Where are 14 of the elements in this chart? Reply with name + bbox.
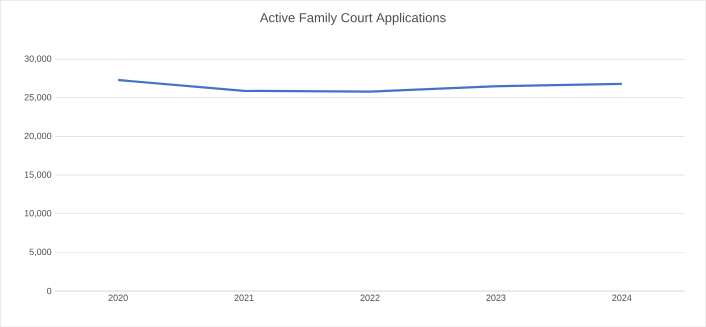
y-tick-label: 25,000 [24, 94, 52, 102]
x-tick-label: 2021 [234, 294, 254, 301]
y-tick-label: 20,000 [24, 132, 52, 140]
chart-title: Active Family Court Applications [260, 12, 446, 25]
y-tick-label: 30,000 [24, 55, 52, 63]
x-tick-label: 2024 [612, 294, 632, 301]
y-tick-label: 5,000 [30, 248, 52, 256]
y-tick-label: 10,000 [24, 210, 52, 218]
x-tick-label: 2020 [108, 294, 128, 301]
line-series [117, 78, 623, 93]
x-tick-label: 2022 [360, 294, 380, 301]
y-tick-label: 15,000 [24, 171, 52, 179]
x-tick-label: 2023 [486, 294, 506, 301]
y-tick-label: 0 [46, 288, 52, 294]
